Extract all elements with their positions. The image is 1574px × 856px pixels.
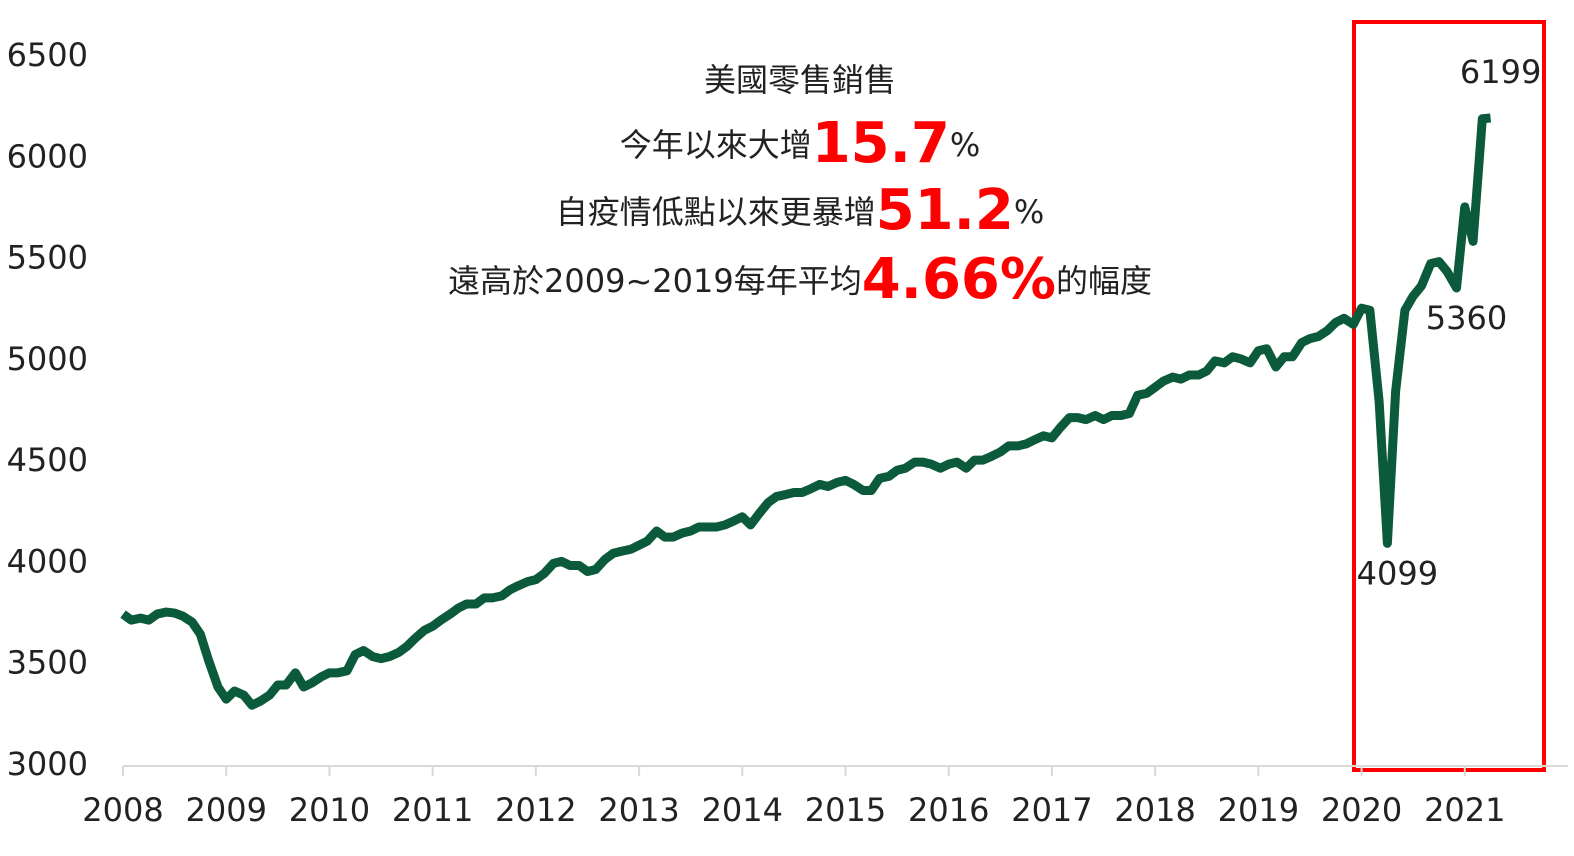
x-tick-label: 2020 xyxy=(1321,791,1402,829)
annotation-segment: % xyxy=(950,126,980,164)
annotation: 今年以來大增15.7% xyxy=(620,111,981,176)
highlight-box xyxy=(1352,20,1546,772)
annotation-segment: 遠高於2009~2019每年平均 xyxy=(448,262,862,300)
data-label: 4099 xyxy=(1357,554,1438,592)
x-tick-label: 2011 xyxy=(392,791,473,829)
x-tick-label: 2009 xyxy=(185,791,266,829)
annotation: 自疫情低點以來更暴增51.2% xyxy=(556,178,1045,243)
x-tick-label: 2016 xyxy=(908,791,989,829)
y-tick-label: 3000 xyxy=(7,745,88,783)
y-tick-label: 6500 xyxy=(7,36,88,74)
x-tick-label: 2018 xyxy=(1114,791,1195,829)
x-tick-label: 2021 xyxy=(1424,791,1505,829)
y-tick-label: 3500 xyxy=(7,644,88,682)
x-tick-label: 2015 xyxy=(805,791,886,829)
annotation-segment: % xyxy=(1014,193,1044,231)
annotation-segment: 15.7 xyxy=(812,111,950,176)
y-tick-label: 4500 xyxy=(7,441,88,479)
x-tick-label: 2013 xyxy=(598,791,679,829)
x-tick-label: 2008 xyxy=(82,791,163,829)
x-tick-label: 2017 xyxy=(1011,791,1092,829)
annotation-segment: 51.2 xyxy=(876,178,1014,243)
data-label: 6199 xyxy=(1460,53,1541,91)
y-tick-label: 6000 xyxy=(7,137,88,175)
annotation-segment: 今年以來大增 xyxy=(620,126,812,164)
annotation: 美國零售銷售 xyxy=(704,61,896,99)
data-label: 5360 xyxy=(1426,299,1507,337)
y-tick-label: 4000 xyxy=(7,542,88,580)
annotation: 遠高於2009~2019每年平均4.66%的幅度 xyxy=(448,247,1152,312)
x-tick-label: 2014 xyxy=(702,791,783,829)
annotation-segment: 美國零售銷售 xyxy=(704,61,896,99)
data-line xyxy=(120,113,1492,710)
x-tick-label: 2010 xyxy=(289,791,370,829)
y-tick-label: 5500 xyxy=(7,239,88,277)
annotation-segment: 自疫情低點以來更暴增 xyxy=(556,193,876,231)
y-tick-label: 5000 xyxy=(7,340,88,378)
x-tick-label: 2012 xyxy=(495,791,576,829)
x-tick-label: 2019 xyxy=(1218,791,1299,829)
annotation-segment: 的幅度 xyxy=(1056,262,1152,300)
annotation-segment: 4.66% xyxy=(862,247,1056,312)
